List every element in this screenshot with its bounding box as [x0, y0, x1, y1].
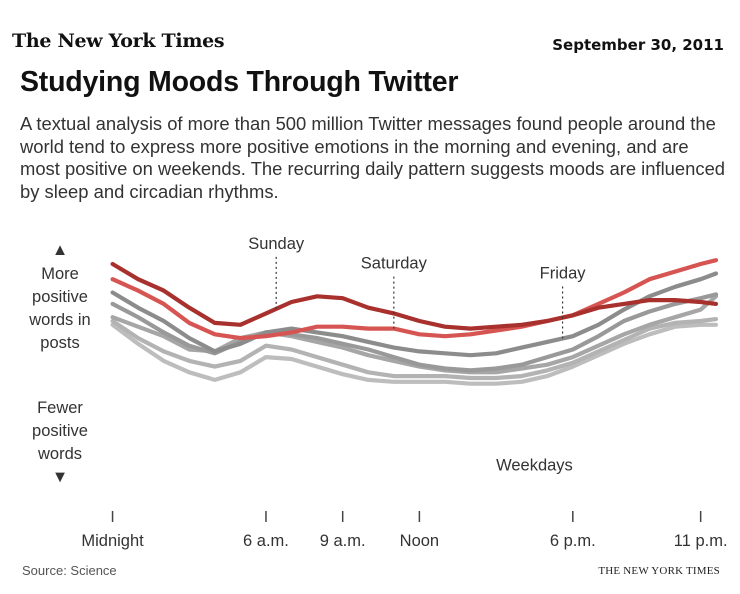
x-tick-label-11-p-m-: 11 p.m.	[674, 532, 728, 550]
legend-fewer-line-2: positive	[32, 422, 88, 440]
annotation-saturday: Saturday	[361, 255, 428, 273]
up-arrow-icon: ▲	[52, 241, 68, 259]
credit-line: THE NEW YORK TIMES	[598, 565, 720, 577]
legend-more-line-1: More	[41, 265, 79, 283]
source-note: Source: Science	[22, 563, 117, 578]
legend-fewer-line-3: words	[37, 445, 82, 463]
x-tick-label-9-a-m-: 9 a.m.	[320, 532, 366, 550]
annotation-weekdays: Weekdays	[496, 457, 573, 475]
annotation-sunday: Sunday	[248, 235, 305, 253]
legend-more-line-4: posts	[40, 334, 79, 352]
annotation-friday: Friday	[540, 264, 587, 282]
x-tick-label-noon: Noon	[400, 532, 439, 550]
x-tick-label-midnight: Midnight	[81, 532, 144, 550]
chart-title: Studying Moods Through Twitter	[20, 66, 459, 98]
publication-date: September 30, 2011	[552, 36, 724, 54]
x-tick-label-6-p-m-: 6 p.m.	[550, 532, 596, 550]
down-arrow-icon: ▼	[52, 468, 68, 486]
legend-fewer-line-1: Fewer	[37, 399, 83, 417]
series-line-weekday-4	[110, 322, 719, 386]
series-line-weekday-3	[110, 317, 719, 381]
chart-subtitle: A textual analysis of more than 500 mill…	[20, 113, 726, 202]
x-tick-label-6-a-m-: 6 a.m.	[243, 532, 289, 550]
series-line-friday	[110, 271, 719, 358]
series-line-sunday	[110, 261, 719, 331]
x-axis: Midnight 6 a.m. 9 a.m. Noon 6 p.m. 11 p.m.	[81, 511, 728, 550]
series-layer	[110, 258, 719, 386]
masthead-logo: The New York Times	[12, 30, 225, 52]
legend-more-line-2: positive	[32, 288, 88, 306]
annotation-layer: Sunday Saturday Friday Weekdays	[248, 235, 586, 475]
legend-more-line-3: words in	[28, 311, 90, 329]
series-line-saturday	[110, 258, 719, 341]
y-legend: ▲ More positive words in posts Fewer pos…	[28, 241, 90, 486]
